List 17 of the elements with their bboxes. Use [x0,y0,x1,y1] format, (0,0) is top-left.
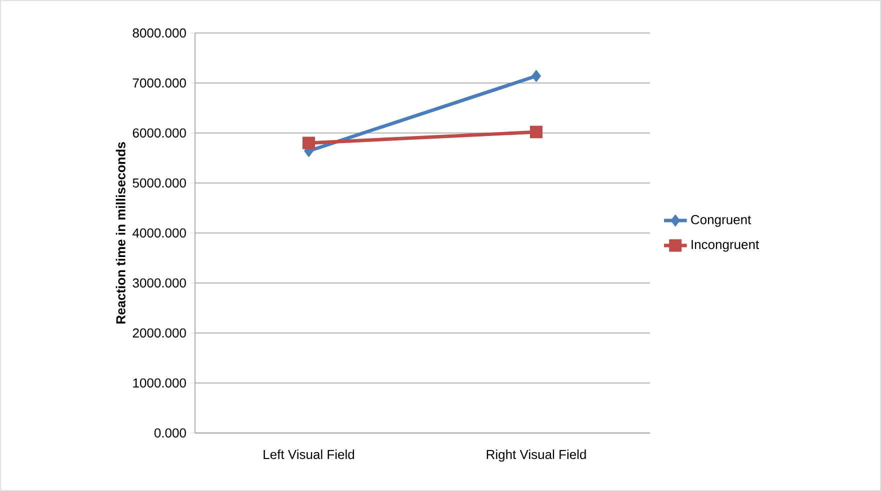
y-tick-label: 1000.000 [133,378,186,388]
y-tick-label: 6000.000 [132,128,186,138]
y-tick-label: 5000.000 [132,178,186,188]
point [302,136,316,150]
y-tick-label: 2000.000 [132,328,186,338]
y-tick-label: 0.000 [154,428,186,438]
y-tick-label: 3000.000 [132,278,186,288]
y-tick-label: 8000.000 [132,28,186,38]
x-tick-label: Right Visual Field [486,450,586,462]
y-tick-label: 4000.000 [132,228,186,238]
y-tick-label: 7000.000 [132,78,186,88]
point [530,126,543,138]
y-axis-title: Reaction time in milliseconds [116,142,126,324]
legend-label: Congruent [691,215,752,227]
point [532,70,542,82]
legend-label: Incongruent [692,240,760,252]
x-tick-label: Left Visual Field [264,450,354,460]
